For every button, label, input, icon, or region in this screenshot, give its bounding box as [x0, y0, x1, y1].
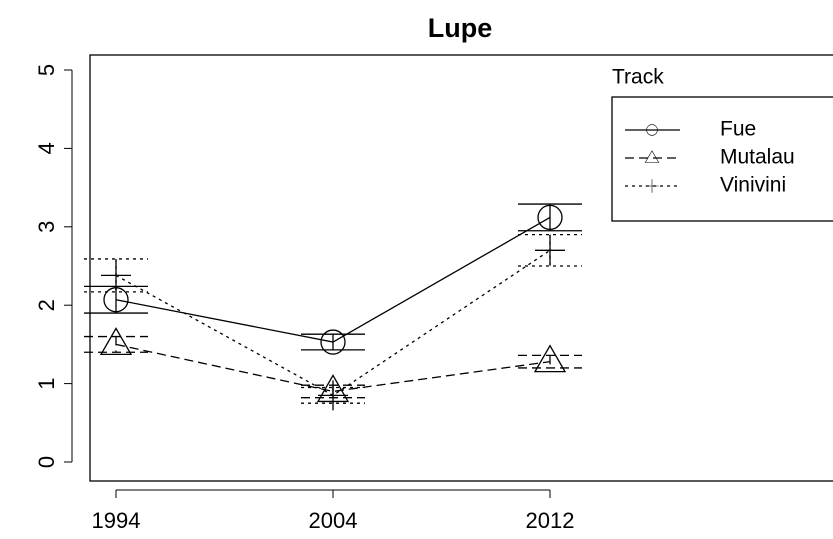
- legend-label: Vinivini: [720, 174, 786, 197]
- series-line: [115, 249, 551, 397]
- legend-marker: [646, 124, 658, 136]
- x-tick-label: 2012: [526, 508, 575, 533]
- x-tick-label: 2004: [309, 508, 358, 533]
- y-tick-label: 2: [34, 299, 59, 311]
- y-tick-label: 5: [34, 64, 59, 76]
- y-tick-label: 3: [34, 221, 59, 233]
- marker: [537, 204, 563, 231]
- marker: [101, 260, 131, 291]
- x-tick-label: 1994: [92, 508, 141, 533]
- error-bar: [518, 354, 582, 369]
- marker: [320, 329, 346, 355]
- marker: [99, 327, 133, 356]
- chart-title: Lupe: [428, 13, 493, 43]
- legend-label: Fue: [720, 118, 756, 141]
- marker: [533, 344, 567, 373]
- legend-title: Track: [612, 66, 664, 89]
- legend-box: [611, 96, 833, 222]
- y-tick-label: 1: [34, 377, 59, 389]
- series-line: [115, 216, 551, 343]
- error-bar: [518, 203, 582, 232]
- legend-label: Mutalau: [720, 146, 795, 169]
- error-bar: [301, 333, 365, 351]
- y-tick-label: 0: [34, 456, 59, 468]
- legend-marker: [645, 179, 659, 193]
- y-tick-label: 4: [34, 142, 59, 154]
- error-bar: [84, 335, 148, 353]
- series-line: [115, 343, 551, 393]
- legend-marker: [644, 150, 660, 163]
- plot-frame: [89, 54, 833, 482]
- marker: [318, 380, 348, 411]
- marker: [535, 235, 565, 266]
